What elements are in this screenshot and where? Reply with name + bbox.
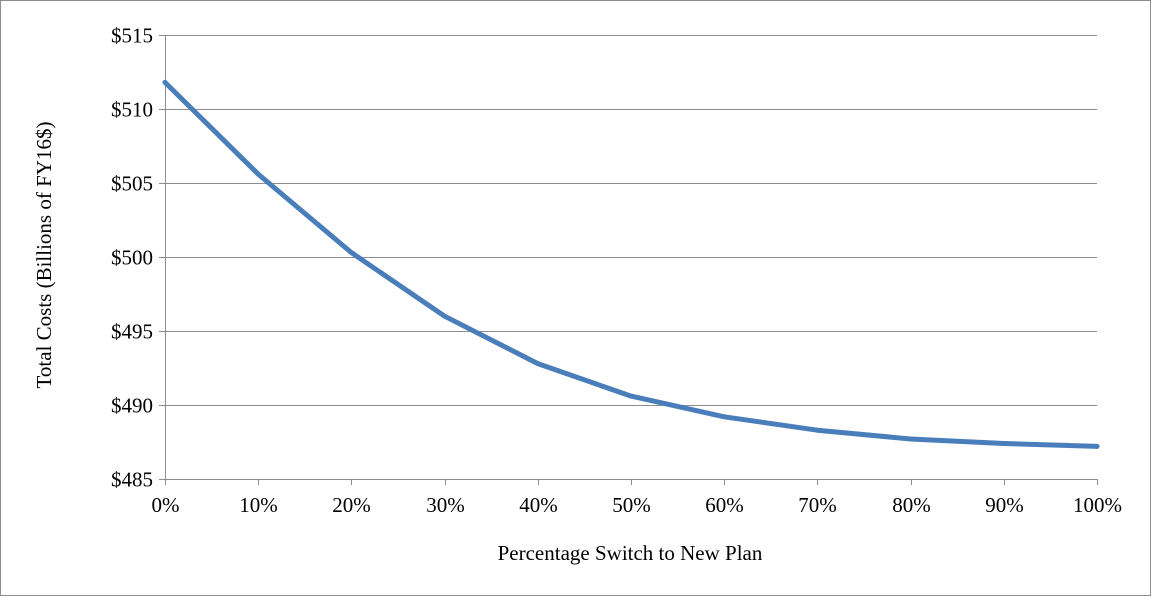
x-axis-title: Percentage Switch to New Plan [498, 541, 763, 565]
data-point [1001, 441, 1007, 446]
x-tick-label: 30% [426, 493, 465, 517]
x-tick-label: 0% [152, 493, 180, 517]
y-axis-title: Total Costs (Billions of FY16$) [32, 122, 56, 389]
series-line [162, 79, 1100, 449]
data-point [162, 79, 168, 85]
y-tick-label: $490 [111, 394, 153, 418]
data-point [535, 361, 541, 367]
y-tick-label: $510 [111, 98, 153, 122]
y-tick-label: $515 [111, 24, 153, 48]
data-point [255, 171, 261, 177]
data-point [814, 427, 820, 433]
x-tick-label: 60% [705, 493, 744, 517]
data-point [908, 436, 914, 442]
x-tick-label: 100% [1073, 493, 1122, 517]
x-tick-label: 80% [892, 493, 931, 517]
x-tick-label: 10% [239, 493, 278, 517]
y-tick-label: $500 [111, 246, 153, 270]
x-axis-ticks: 0% 10% 20% 30% 40% 50% 60% 70% 80% 90% 100% [152, 479, 1122, 517]
x-tick-label: 90% [985, 493, 1024, 517]
x-tick-label: 70% [798, 493, 837, 517]
data-point [628, 393, 634, 399]
data-point [348, 250, 354, 256]
x-tick-label: 40% [519, 493, 558, 517]
data-point [442, 313, 448, 319]
x-tick-label: 50% [612, 493, 651, 517]
gridlines [165, 35, 1097, 406]
y-tick-label: $505 [111, 172, 153, 196]
y-axis-ticks: $485 $490 $495 $500 $505 $510 $515 [111, 24, 165, 492]
x-tick-label: 20% [332, 493, 371, 517]
y-tick-label: $485 [111, 468, 153, 492]
y-tick-label: $495 [111, 320, 153, 344]
data-point [1094, 443, 1100, 449]
data-point [721, 414, 727, 420]
series [162, 79, 1100, 449]
